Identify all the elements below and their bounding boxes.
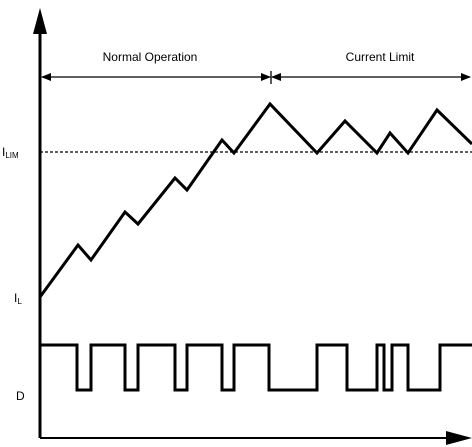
duty-cycle-waveform <box>40 343 472 392</box>
i-l-label: IL <box>14 291 22 306</box>
current-limit-label: Current Limit <box>346 50 415 64</box>
inductor-current-waveform <box>38 101 472 298</box>
normal-operation-label: Normal Operation <box>103 50 198 64</box>
x-axis-arrowhead <box>446 431 472 445</box>
duty-label: D <box>16 389 25 403</box>
y-axis-arrowhead <box>33 8 47 34</box>
i-lim-label: ILIM <box>2 145 19 160</box>
